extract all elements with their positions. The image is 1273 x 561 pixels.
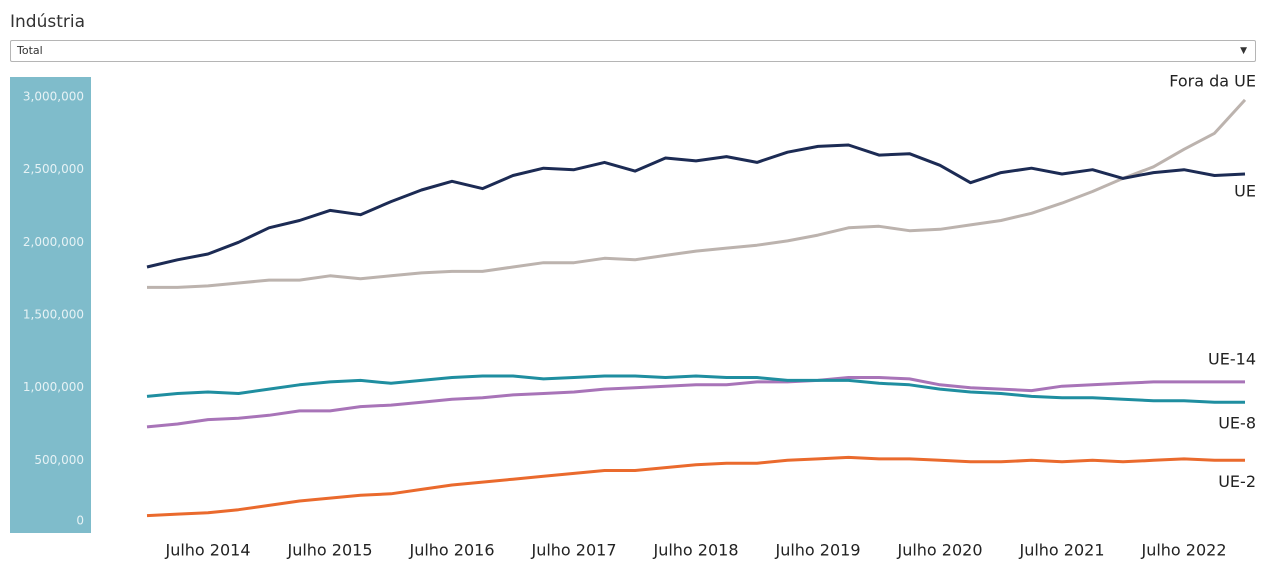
series-label: UE-14 [1208, 349, 1256, 368]
dropdown[interactable]: Total ▼ [10, 40, 1256, 62]
y-axis-panel [10, 77, 91, 533]
series-line [146, 376, 1245, 429]
filter-label: Indústria [10, 12, 86, 32]
series-label: UE [1234, 182, 1256, 201]
x-tick-label: Julho 2021 [1018, 541, 1104, 560]
series-label: Fora da UE [1169, 71, 1256, 90]
y-tick-label: 1,000,000 [23, 380, 84, 394]
x-tick-label: Julho 2015 [286, 541, 372, 560]
series-line [147, 98, 1247, 289]
series-line [146, 455, 1245, 518]
y-tick-label: 2,000,000 [23, 235, 84, 249]
x-tick-label: Julho 2022 [1140, 541, 1226, 560]
y-tick-label: 0 [76, 514, 84, 528]
series-label: UE-8 [1218, 414, 1256, 433]
series-line [146, 143, 1246, 269]
dropdown-value[interactable]: Total [17, 44, 43, 57]
x-tick-label: Julho 2017 [530, 541, 616, 560]
series-label: UE-2 [1218, 472, 1256, 491]
y-tick-label: 3,000,000 [23, 90, 84, 104]
dropdown-arrow[interactable]: ▼ [1240, 46, 1247, 56]
x-tick-label: Julho 2016 [408, 541, 494, 560]
y-tick-label: 1,500,000 [23, 308, 84, 322]
x-tick-label: Julho 2014 [164, 541, 250, 560]
y-tick-label: 500,000 [34, 453, 84, 467]
x-tick-label: Julho 2018 [652, 541, 738, 560]
y-tick-label: 2,500,000 [23, 162, 84, 176]
x-tick-label: Julho 2020 [896, 541, 982, 560]
series-line [146, 374, 1245, 404]
x-tick-label: Julho 2019 [774, 541, 860, 560]
